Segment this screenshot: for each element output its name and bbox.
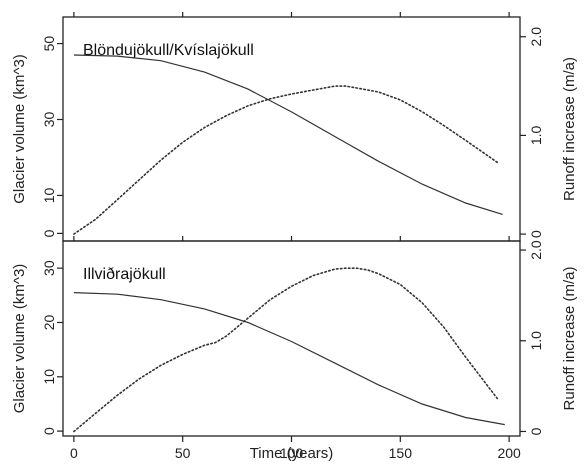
y2-tick-label: 0 [528, 230, 544, 238]
y-tick-label: 0 [41, 427, 57, 435]
y-tick-label: 0 [41, 229, 57, 237]
panel-blondujokull: Blöndujökull/Kvíslajökull Glacier volume… [11, 12, 578, 242]
y-axis-title: Glacier volume (km^3) [11, 264, 28, 414]
x-tick-label: 50 [175, 445, 191, 461]
y2-tick-label: 0 [528, 427, 544, 435]
runoff-line [73, 85, 500, 235]
x-axis-title: Time (years) [250, 445, 334, 462]
volume-line [73, 54, 503, 215]
tick-group: 0 10 20 30 0 1.0 2.0 0 50 100 150 200 [41, 236, 544, 461]
y-tick-label: 30 [41, 112, 57, 128]
tick-group: 0 10 30 50 0 1.0 2.0 [41, 12, 544, 238]
y2-axis-title: Runoff increase (m/a) [561, 267, 578, 411]
y-tick-label: 20 [41, 314, 57, 330]
panel-title: Blöndujökull/Kvíslajökull [83, 42, 254, 59]
y-tick-label: 10 [41, 369, 57, 385]
panel-illvidrajokull: Illviðrajökull Glacier volume (km^3) Run… [11, 236, 578, 462]
y2-axis-title: Runoff increase (m/a) [561, 57, 578, 201]
y-tick-label: 50 [41, 36, 57, 52]
y2-tick-label: 1.0 [528, 331, 544, 351]
y2-tick-label: 2.0 [528, 240, 544, 260]
y-tick-label: 30 [41, 260, 57, 276]
y2-tick-label: 1.0 [528, 125, 544, 145]
y-tick-label: 10 [41, 187, 57, 203]
volume-line [73, 292, 505, 426]
runoff-line [73, 267, 500, 433]
series-group [73, 54, 503, 235]
series-group [73, 267, 505, 433]
x-tick-label: 150 [389, 445, 413, 461]
panel-title: Illviðrajökull [83, 266, 166, 283]
x-tick-label: 0 [70, 445, 78, 461]
y-axis-title: Glacier volume (km^3) [11, 54, 28, 204]
y2-tick-label: 2.0 [528, 27, 544, 47]
x-tick-label: 200 [497, 445, 521, 461]
x-tick-label: 100 [280, 445, 304, 461]
